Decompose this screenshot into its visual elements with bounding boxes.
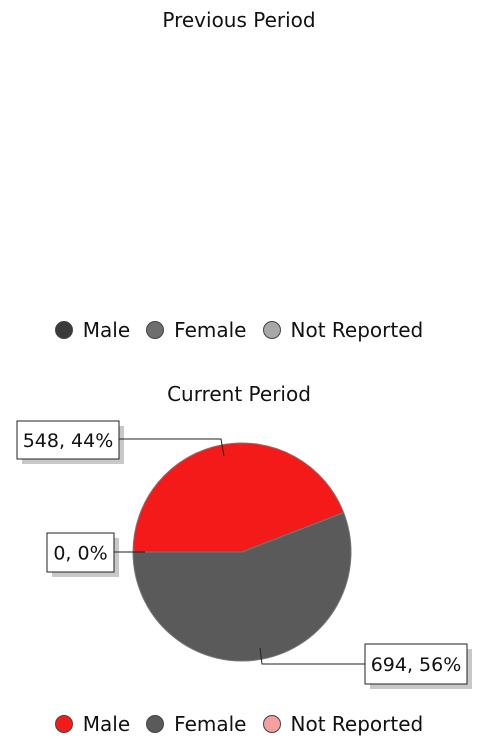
- legend-swatch-female: [146, 715, 165, 733]
- data-label-box-not-reported: [46, 532, 115, 573]
- legend-label-not-reported: Not Reported: [290, 712, 424, 736]
- legend-swatch-not-reported: [262, 715, 281, 733]
- legend-label-male: Male: [82, 318, 131, 342]
- legend-label-female: Female: [174, 712, 247, 736]
- legend-item-male[interactable]: Male: [54, 712, 131, 736]
- legend-item-not-reported[interactable]: Not Reported: [262, 318, 424, 342]
- current-period-legend: Male Female Not Reported: [0, 712, 478, 736]
- legend-item-not-reported[interactable]: Not Reported: [262, 712, 424, 736]
- previous-period-title: Previous Period: [162, 8, 316, 32]
- previous-period-legend: Male Female Not Reported: [0, 318, 478, 342]
- leader-line-male: [119, 438, 225, 457]
- legend-swatch-female: [146, 321, 165, 339]
- data-label-box-female: [364, 643, 468, 685]
- legend-item-female[interactable]: Female: [146, 712, 247, 736]
- legend-swatch-not-reported: [262, 321, 281, 339]
- legend-label-not-reported: Not Reported: [290, 318, 424, 342]
- legend-label-female: Female: [174, 318, 247, 342]
- legend-swatch-male: [54, 715, 73, 733]
- data-label-male: 548, 44%: [23, 430, 114, 452]
- legend-label-male: Male: [82, 712, 131, 736]
- data-label-female: 694, 56%: [371, 654, 462, 676]
- current-period-title: Current Period: [167, 382, 311, 406]
- legend-item-male[interactable]: Male: [54, 318, 131, 342]
- data-label-not-reported: 0, 0%: [53, 543, 107, 565]
- legend-swatch-male: [54, 321, 73, 339]
- legend-item-female[interactable]: Female: [146, 318, 247, 342]
- leader-line-female: [259, 647, 365, 665]
- pie-slice-female: [132, 512, 352, 662]
- data-label-box-male: [16, 420, 120, 460]
